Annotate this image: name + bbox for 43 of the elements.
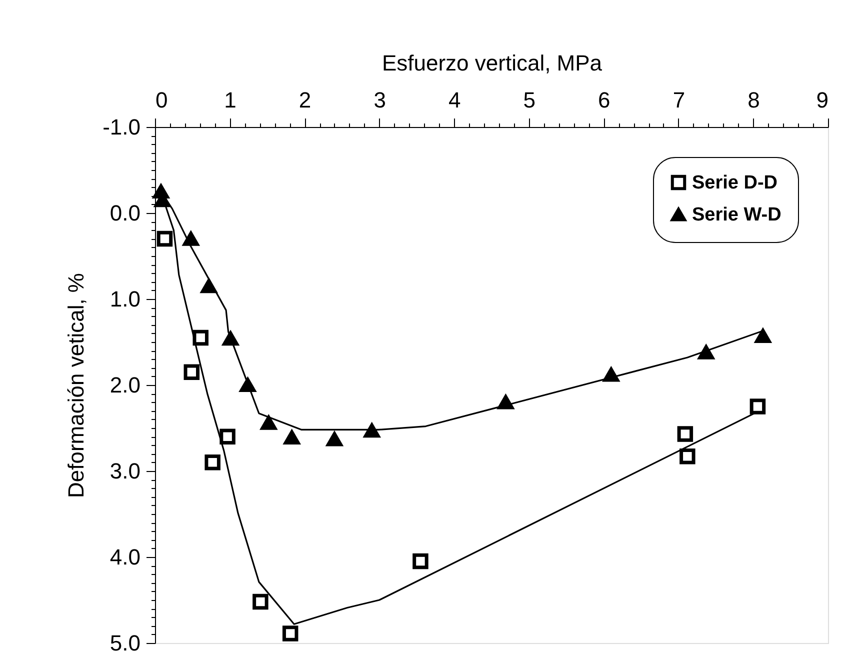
point: [252, 594, 268, 610]
point: [183, 232, 199, 246]
x-tick-label: 4: [448, 88, 461, 112]
point: [220, 428, 236, 444]
point: [603, 368, 620, 382]
point: [677, 426, 694, 442]
x-tick-label: 9: [816, 88, 828, 112]
x-tick-label: 0: [156, 88, 168, 112]
point: [184, 364, 200, 380]
point: [260, 416, 277, 430]
y-tick-label: 1.0: [110, 286, 140, 312]
x-tick-label: 3: [374, 88, 386, 112]
legend-label: Serie W-D: [692, 204, 782, 226]
point: [680, 448, 696, 464]
point: [156, 230, 173, 247]
y-tick-label: 3.0: [110, 458, 140, 484]
y-axis-title: Deformación vetical, %: [64, 273, 89, 498]
x-tick-label: 6: [598, 88, 610, 112]
x-tick-label: 1: [224, 88, 236, 112]
point: [284, 430, 300, 445]
point: [698, 345, 714, 360]
point: [222, 332, 238, 346]
point: [364, 424, 380, 438]
y-tick-label: 5.0: [110, 630, 140, 656]
x-tick-label: 2: [298, 88, 312, 112]
point: [192, 330, 208, 346]
point: [240, 378, 256, 392]
x-axis-title: Esfuerzo vertical, MPa: [382, 50, 603, 76]
point: [755, 328, 771, 344]
y-tick-label: 4.0: [110, 544, 140, 570]
point: [282, 626, 298, 642]
point: [750, 398, 766, 414]
y-tick-label: 0.0: [110, 200, 140, 226]
y-tick-label: 2.0: [110, 372, 140, 398]
point: [204, 454, 220, 470]
point: [498, 395, 514, 410]
legend-label: Serie D-D: [692, 172, 778, 194]
x-tick-label: 8: [748, 88, 760, 112]
point: [412, 553, 428, 570]
x-tick-label: 5: [523, 88, 536, 112]
point: [326, 432, 342, 446]
x-tick-label: 7: [672, 88, 686, 112]
y-tick-label: -1.0: [102, 114, 140, 140]
